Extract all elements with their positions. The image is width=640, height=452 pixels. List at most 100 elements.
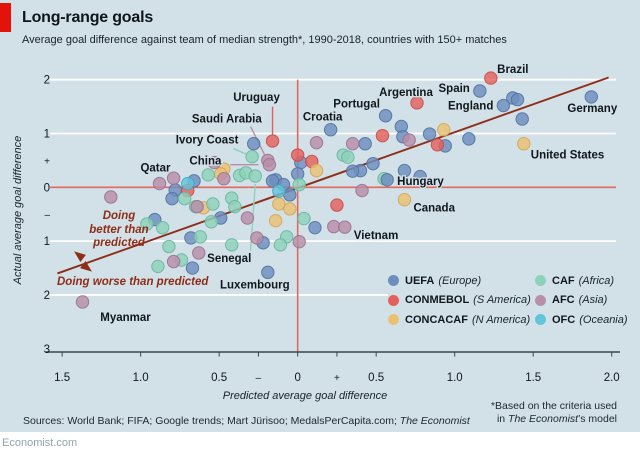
data-point-uefa <box>185 261 200 275</box>
data-point-uefa <box>515 112 529 126</box>
data-point-caf <box>193 230 208 244</box>
country-label-vietnam: Vietnam <box>354 230 399 242</box>
worse-arrow-icon <box>80 260 92 272</box>
data-point-luxembourg <box>261 265 275 280</box>
footnote-line-2: in The Economist’s model <box>496 413 617 425</box>
data-point-uefa <box>165 191 179 206</box>
data-point-afc <box>190 199 204 214</box>
data-point-ivory-coast <box>245 149 259 164</box>
y-tick-label: 3 <box>44 344 50 356</box>
data-point-concacaf <box>268 213 283 228</box>
x-tick-label: 0.5 <box>368 372 384 384</box>
x-tick-label: 0 <box>294 372 300 384</box>
country-label-argentina: Argentina <box>379 87 433 99</box>
country-label-portugal: Portugal <box>333 99 380 111</box>
data-point-uefa <box>247 137 261 151</box>
x-tick-label: 0.5 <box>211 372 227 384</box>
legend-dot-uefa <box>388 275 399 287</box>
data-point-conmebol <box>375 128 390 143</box>
economist-red-tab <box>0 3 11 32</box>
legend-dot-caf <box>535 275 546 287</box>
country-label-germany: Germany <box>567 103 617 115</box>
legend-item-caf: CAF (Africa) <box>535 271 628 291</box>
data-point-uefa <box>366 156 380 171</box>
sources-economist: The Economist <box>399 415 470 427</box>
data-point-caf <box>273 238 288 252</box>
country-label-myanmar: Myanmar <box>100 312 151 324</box>
data-point-uefa <box>358 137 372 151</box>
legend-region: (N America) <box>471 313 531 326</box>
data-point-caf <box>155 220 170 235</box>
data-point-caf <box>140 217 154 231</box>
data-point-caf <box>228 199 242 214</box>
data-point-afc <box>207 155 222 170</box>
y-axis-title: Actual average goal difference <box>12 135 24 285</box>
x-tick-label: 1.0 <box>447 372 463 384</box>
country-label-qatar: Qatar <box>140 163 171 175</box>
country-label-ivory-coast: Ivory Coast <box>176 135 239 147</box>
x-tick-label: 1.5 <box>54 372 70 384</box>
legend-column-1: UEFA (Europe) CONMEBOL (S America) CONCACAF(… <box>388 271 535 330</box>
legend-item-afc: AFC (Asia) <box>535 291 628 311</box>
legend-column-2: CAF (Africa) AFC (Asia) OFC (Oceania) <box>535 271 628 330</box>
legend-item-conmebol: CONMEBOL (S America) <box>388 291 535 311</box>
legend-dot-afc <box>535 294 546 306</box>
data-point-senegal <box>248 169 262 183</box>
country-label-hungary: Hungary <box>397 176 444 188</box>
country-label-croatia: Croatia <box>303 112 343 124</box>
data-point-afc <box>104 190 118 204</box>
data-point-uefa <box>422 127 437 141</box>
data-point-qatar <box>152 176 167 191</box>
page-subtitle: Average goal difference against team of … <box>22 34 507 46</box>
legend-dot-conmebol <box>388 294 399 306</box>
data-point-argentina <box>410 96 424 110</box>
data-point-uefa <box>397 163 412 178</box>
economist-com-link[interactable]: Economist.com <box>2 437 78 449</box>
legend-name: UEFA <box>405 274 435 287</box>
x-axis-title: Predicted average goal difference <box>222 390 388 402</box>
data-point-spain <box>473 84 487 98</box>
leader-line-ivory-coast <box>233 147 247 155</box>
data-point-portugal <box>378 109 393 123</box>
country-label-uruguay: Uruguay <box>233 92 280 104</box>
data-point-afc <box>345 137 360 151</box>
data-point-afc <box>166 171 181 185</box>
data-point-uefa <box>308 220 322 235</box>
data-point-uefa <box>510 92 525 107</box>
legend-name: AFC <box>552 294 575 307</box>
data-point-caf <box>162 239 176 254</box>
legend: UEFA (Europe) CONMEBOL (S America) CONCACAF(… <box>388 269 632 332</box>
country-label-united-states: United States <box>531 150 605 162</box>
data-point-china <box>262 158 277 172</box>
legend-name: CONMEBOL <box>405 294 470 307</box>
data-point-uruguay <box>265 134 280 148</box>
data-point-concacaf <box>437 123 451 137</box>
legend-dot-concacaf <box>388 314 399 326</box>
y-tick-label: 0 <box>44 182 50 194</box>
legend-region: (Africa) <box>578 274 615 287</box>
data-point-brazil <box>484 71 498 85</box>
sources-line: Sources: World Bank; FIFA; Google trends… <box>23 415 470 427</box>
data-point-afc <box>192 246 206 260</box>
data-point-afc <box>217 172 231 186</box>
legend-region: (Europe) <box>438 274 482 287</box>
annotation-line: predicted <box>93 237 145 249</box>
data-point-caf <box>206 197 220 211</box>
data-point-afc <box>250 231 264 245</box>
data-point-myanmar <box>75 295 90 309</box>
data-point-ofc <box>272 184 286 198</box>
data-point-caf <box>201 168 215 182</box>
data-point-concacaf <box>272 197 286 211</box>
country-label-luxembourg: Luxembourg <box>220 279 290 291</box>
data-point-caf <box>151 259 165 274</box>
y-tick-label: 2 <box>44 75 50 87</box>
country-label-spain: Spain <box>439 83 470 95</box>
legend-name: CONCACAF <box>405 313 468 326</box>
x-tick-label: 2.0 <box>604 372 620 384</box>
legend-name: OFC <box>552 313 576 326</box>
data-point-concacaf <box>309 163 324 178</box>
y-tick-label: + <box>44 156 50 167</box>
data-point-germany <box>584 90 599 104</box>
x-tick-label: 1.5 <box>525 372 541 384</box>
